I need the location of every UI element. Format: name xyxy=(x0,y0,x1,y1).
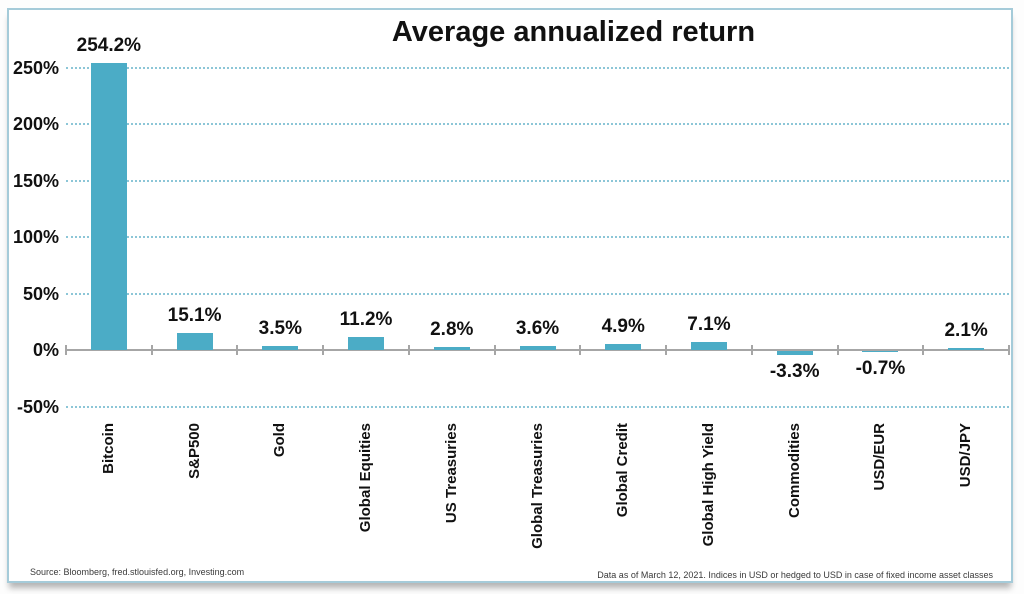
y-tick-label: 100% xyxy=(12,227,59,247)
bar-value-label: 2.8% xyxy=(430,318,474,340)
y-tick-label: 250% xyxy=(12,57,59,78)
data-as-of-note: Data as of March 12, 2021. Indices in US… xyxy=(597,570,993,580)
category-label: Global Credit xyxy=(614,423,632,518)
axis-tick xyxy=(236,345,239,355)
bar-value-label: 2.1% xyxy=(944,319,988,341)
bar-value-label: 3.6% xyxy=(515,317,560,339)
category-label: Gold xyxy=(271,423,289,458)
bar xyxy=(90,62,127,350)
category-label: USD/EUR xyxy=(871,423,889,491)
bar-value-label: 15.1% xyxy=(167,304,222,326)
bar xyxy=(176,332,213,350)
bar-value-label: 7.1% xyxy=(687,313,731,335)
bar-value-label: 4.9% xyxy=(601,316,645,338)
gridline xyxy=(66,292,1009,295)
chart-title: Average annualized return xyxy=(391,16,756,48)
axis-tick xyxy=(1008,345,1010,355)
y-tick-label: 50% xyxy=(22,283,59,304)
bar-value-label: 3.5% xyxy=(258,318,302,340)
chart-frame: Average annualized return 250% 200% 150% 10… xyxy=(7,8,1013,583)
bar-value-label: -0.7% xyxy=(855,358,906,380)
axis-tick xyxy=(750,345,753,355)
axis-tick xyxy=(665,345,668,355)
category-label: Bitcoin xyxy=(99,423,117,474)
axis-tick xyxy=(150,345,153,355)
x-axis-line xyxy=(66,349,1009,351)
category-label: Commodities xyxy=(785,423,803,519)
gridline xyxy=(66,179,1009,182)
axis-tick xyxy=(493,345,496,355)
bar xyxy=(262,346,299,350)
y-tick-label: -50% xyxy=(16,396,59,417)
bar-value-label: 254.2% xyxy=(76,34,142,56)
category-label: S&P500 xyxy=(185,423,203,479)
category-label: Global Treasuries xyxy=(528,423,546,549)
axis-tick xyxy=(65,345,67,355)
bar xyxy=(433,346,470,350)
y-tick-label: 150% xyxy=(12,170,59,191)
axis-tick xyxy=(922,345,925,355)
bar-value-label: 11.2% xyxy=(339,309,393,331)
category-label: Global Equities xyxy=(357,423,375,533)
axis-tick xyxy=(407,345,410,355)
y-tick-label: 200% xyxy=(12,114,59,134)
gridline xyxy=(66,405,1009,408)
gridline xyxy=(66,123,1009,125)
category-label: US Treasuries xyxy=(442,423,460,524)
bar xyxy=(605,344,642,350)
bar xyxy=(519,345,556,350)
gridline xyxy=(66,236,1009,238)
bar xyxy=(948,347,985,350)
category-label: Global High Yield xyxy=(699,423,717,547)
source-note: Source: Bloomberg, fred.stlouisfed.org, … xyxy=(30,567,245,577)
category-label: USD/JPY xyxy=(957,423,975,488)
y-tick-label: 0% xyxy=(32,340,59,360)
bar xyxy=(348,337,385,350)
bar-value-label: -3.3% xyxy=(769,360,820,382)
bar xyxy=(776,351,813,355)
gridline xyxy=(66,66,1009,69)
bar xyxy=(690,341,727,350)
axis-tick xyxy=(322,345,325,355)
axis-tick xyxy=(579,345,582,355)
bar xyxy=(862,351,899,353)
plot-area: 250% 200% 150% 100% 50% 0% -50% 254.2% Bitcoin 15… xyxy=(9,10,1011,581)
axis-tick xyxy=(836,345,839,355)
